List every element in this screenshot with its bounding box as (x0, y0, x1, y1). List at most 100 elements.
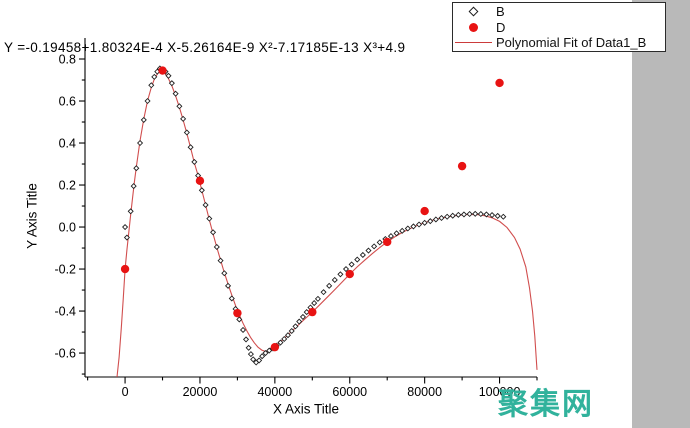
y-tick-label: -0.4 (54, 304, 76, 318)
data-point-circle (120, 264, 130, 274)
series-B[interactable] (122, 65, 507, 366)
data-point-diamond (432, 216, 439, 223)
data-point-diamond (292, 323, 299, 330)
data-point-circle (495, 78, 504, 88)
data-point-diamond (359, 251, 366, 259)
y-tick-label: 0.2 (59, 178, 76, 192)
data-point-diamond (460, 211, 468, 218)
data-point-diamond (438, 214, 445, 222)
data-point-circle (345, 269, 354, 279)
data-point-diamond (416, 221, 423, 228)
data-point-diamond (284, 332, 292, 339)
data-point-diamond (371, 243, 378, 250)
legend-box[interactable]: B D Polynomial Fit of Data1_B (452, 2, 666, 52)
data-point-diamond (455, 211, 462, 218)
legend-item-d[interactable]: D (453, 20, 665, 35)
data-point-diamond (217, 257, 224, 264)
data-point-diamond (221, 270, 228, 277)
data-point-diamond (172, 90, 179, 97)
data-point-diamond (299, 313, 306, 320)
x-axis-title[interactable]: X Axis Title (272, 401, 340, 417)
data-point-diamond (130, 183, 137, 190)
data-point-diamond (342, 266, 350, 273)
data-point-diamond (210, 229, 217, 236)
data-point-diamond (477, 210, 484, 218)
data-point-diamond (180, 115, 187, 122)
legend-label-b: B (496, 4, 505, 20)
x-tick-label: 40000 (257, 385, 292, 399)
open-diamond-icon (468, 6, 478, 17)
x-tick-label: 20000 (183, 385, 218, 399)
data-point-diamond (399, 227, 406, 234)
data-point-diamond (404, 225, 411, 232)
data-point-diamond (127, 208, 134, 215)
data-point-diamond (250, 356, 257, 363)
legend-item-fit[interactable]: Polynomial Fit of Data1_B (453, 35, 665, 50)
legend-label-d: D (496, 19, 506, 35)
y-tick-label: 0.6 (59, 94, 76, 108)
data-point-diamond (365, 247, 372, 254)
data-point-diamond (133, 165, 140, 172)
data-point-diamond (242, 336, 250, 343)
data-point-diamond (393, 230, 400, 237)
data-point-diamond (489, 212, 496, 219)
data-point-diamond (500, 213, 507, 220)
polynomial-fit-curve[interactable] (116, 71, 538, 378)
data-point-diamond (472, 210, 479, 217)
series-D[interactable] (120, 66, 504, 352)
data-point-diamond (137, 139, 144, 147)
fit-line-icon (455, 41, 492, 43)
data-point-diamond (331, 276, 338, 283)
data-point-diamond (288, 327, 295, 335)
y-tick-label: 0.4 (59, 136, 76, 150)
data-point-diamond (144, 97, 151, 105)
data-point-circle (195, 176, 205, 186)
data-point-diamond (168, 80, 175, 87)
data-point-diamond (239, 326, 247, 333)
data-point-diamond (421, 219, 428, 226)
x-tick-label: 0 (122, 385, 129, 399)
data-point-diamond (151, 73, 158, 80)
data-point-diamond (337, 271, 344, 278)
data-point-diamond (259, 353, 266, 360)
data-point-circle (383, 237, 392, 247)
data-point-circle (420, 206, 429, 216)
data-point-diamond (449, 212, 456, 219)
data-point-diamond (206, 215, 213, 222)
data-point-diamond (296, 318, 303, 325)
fit-equation-label[interactable]: Y =-0.19458+1.80324E-4 X-5.26164E-9 X²-7… (4, 40, 406, 55)
data-point-diamond (266, 347, 273, 354)
filled-circle-icon (468, 22, 478, 32)
data-point-diamond (494, 212, 501, 219)
data-point-diamond (326, 282, 333, 289)
data-point-diamond (228, 295, 235, 302)
data-point-diamond (247, 351, 254, 358)
data-point-diamond (314, 295, 321, 302)
legend-item-b[interactable]: B (453, 4, 665, 19)
axes: 0.8 0.6 0.4 0.2 0.0 -0.2 -0.4 -0.6 0 20000 40000 60… (54, 38, 538, 399)
y-tick-label: 0.0 (59, 220, 76, 234)
data-point-diamond (483, 211, 490, 218)
data-point-diamond (277, 339, 284, 346)
data-point-circle (270, 342, 280, 352)
data-point-diamond (444, 213, 451, 220)
data-point-diamond (262, 350, 269, 357)
data-point-diamond (176, 103, 183, 110)
legend-marker-cell (453, 6, 493, 17)
data-point-diamond (187, 144, 194, 151)
data-point-diamond (202, 201, 209, 209)
data-point-diamond (213, 243, 220, 251)
y-tick-label: 0.8 (59, 52, 76, 66)
data-point-diamond (140, 116, 147, 123)
window-edge-panel (632, 0, 690, 428)
data-point-diamond (236, 316, 243, 323)
data-point-diamond (256, 357, 263, 364)
y-tick-label: -0.2 (54, 262, 76, 276)
data-point-diamond (348, 261, 355, 268)
data-point-circle (457, 161, 467, 171)
data-point-diamond (354, 256, 361, 263)
data-point-diamond (320, 289, 327, 296)
data-point-diamond (466, 210, 473, 218)
data-point-diamond (198, 187, 205, 194)
